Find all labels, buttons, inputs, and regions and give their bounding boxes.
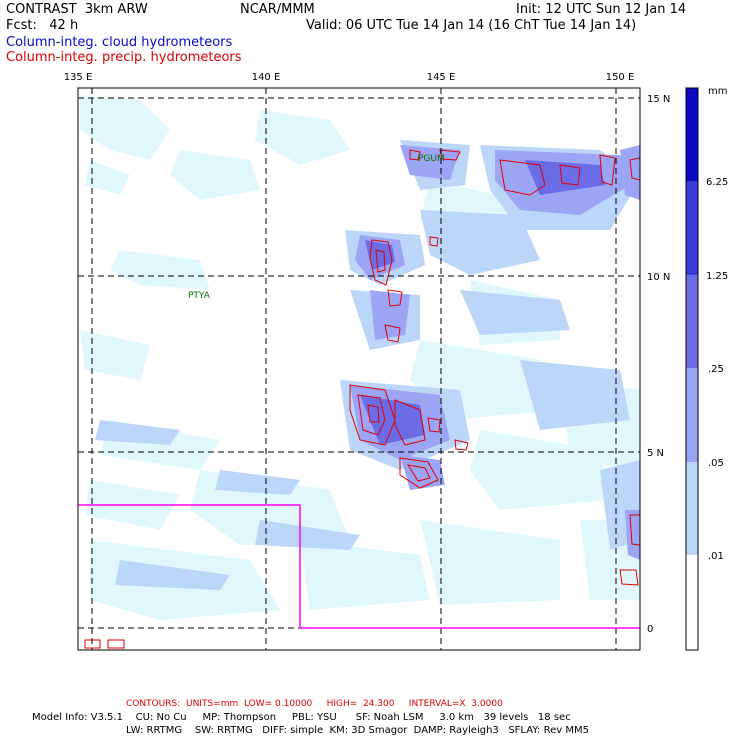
- model-info-line1: Model Info: V3.5.1 CU: No Cu MP: Thompso…: [32, 712, 571, 723]
- colorbar-segment-0.05: [686, 462, 698, 555]
- colorbar-unit: mm: [708, 86, 727, 97]
- station-ptya: PTYA: [188, 291, 211, 301]
- lon-label-145e: 145 E: [427, 72, 456, 83]
- lon-label-135e: 135 E: [64, 72, 93, 83]
- lon-label-150e: 150 E: [606, 72, 635, 83]
- colorbar: mm 6.25 1.25 .25 .05 .01: [685, 86, 728, 651]
- colorbar-border: [685, 87, 699, 651]
- lat-label-0: 0: [647, 624, 653, 635]
- organization-label: NCAR/MMM: [240, 2, 315, 17]
- lon-label-140e: 140 E: [252, 72, 281, 83]
- contours-info: CONTOURS: UNITS=mm LOW= 0.10000 HIGH= 24…: [126, 699, 503, 709]
- forecast-hour: Fcst: 42 h: [6, 18, 79, 33]
- colorbar-segment-1.25: [686, 275, 698, 368]
- lat-label-10n: 10 N: [647, 272, 670, 283]
- model-info-line2: LW: RRTMG SW: RRTMG DIFF: simple KM: 3D …: [126, 725, 589, 736]
- init-time: Init: 12 UTC Sun 12 Jan 14: [516, 2, 687, 17]
- colorbar-level-0.05: .05: [708, 458, 724, 469]
- colorbar-segment-0.01: [686, 555, 698, 650]
- nested-domain-box: [78, 504, 640, 629]
- colorbar-segment-0.25: [686, 368, 698, 462]
- lat-label-15n: 15 N: [647, 94, 670, 105]
- station-pgum: PGUM: [418, 154, 445, 164]
- lat-label-5n: 5 N: [647, 448, 664, 459]
- model-title: CONTRAST 3km ARW: [6, 2, 148, 17]
- colorbar-segment-top: [686, 88, 698, 181]
- map-border: [77, 87, 641, 651]
- precip-legend-label: Column-integ. precip. hydrometeors: [6, 50, 242, 65]
- colorbar-level-6.25: 6.25: [706, 177, 728, 188]
- colorbar-level-0.25: .25: [708, 364, 724, 375]
- colorbar-level-0.01: .01: [708, 551, 724, 562]
- colorbar-level-1.25: 1.25: [706, 271, 728, 282]
- colorbar-segment-6.25: [686, 181, 698, 275]
- valid-time: Valid: 06 UTC Tue 14 Jan 14 (16 ChT Tue …: [306, 18, 637, 33]
- cloud-legend-label: Column-integ. cloud hydrometeors: [6, 35, 233, 50]
- cloud-intense-shading: [360, 160, 605, 445]
- precip-contours: [84, 149, 641, 649]
